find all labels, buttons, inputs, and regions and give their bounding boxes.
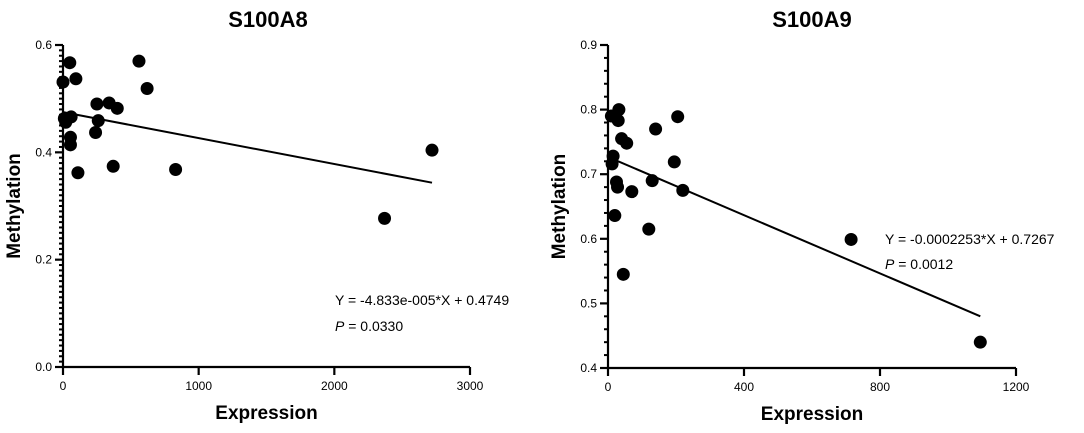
x-tick-label: 3000: [457, 379, 484, 393]
data-point: [132, 54, 146, 68]
data-point: [64, 110, 78, 124]
p-value: = 0.0012: [894, 256, 953, 272]
data-point: [169, 163, 183, 177]
data-point: [425, 143, 439, 157]
x-axis-label: Expression: [215, 403, 317, 424]
chart-s100a8: S100A8 0.0 0.2 0.4 0.6 0 1000 2000 3000 Expressio…: [4, 7, 509, 424]
data-point: [63, 56, 77, 70]
x-axis-label: Expression: [761, 404, 863, 425]
data-point: [63, 138, 77, 152]
x-tick-label: 0: [605, 380, 612, 394]
chart-title: S100A9: [772, 7, 852, 32]
chart-title: S100A8: [228, 7, 308, 32]
regression-line: [62, 111, 433, 184]
y-axis-label: Methylation: [4, 153, 25, 259]
x-tick-label: 1200: [1003, 380, 1030, 394]
data-point: [89, 125, 103, 139]
regression-equation: Y = -0.0002253*X + 0.7267: [885, 231, 1055, 247]
data-point: [71, 166, 85, 180]
y-tick-label: 0.8: [580, 103, 597, 117]
y-tick-label: 0.2: [35, 253, 52, 267]
p-value-text: P = 0.0012: [885, 256, 953, 272]
x-tick-label: 0: [60, 379, 67, 393]
p-value-text: P = 0.0330: [335, 318, 403, 334]
data-point: [645, 174, 659, 188]
data-point: [973, 335, 987, 349]
p-value: = 0.0330: [344, 318, 403, 334]
y-tick-label: 0.6: [35, 38, 52, 52]
x-tick-label: 400: [734, 380, 754, 394]
data-point: [676, 183, 690, 197]
y-axis-label: Methylation: [549, 154, 570, 260]
data-point: [616, 267, 630, 281]
data-point: [608, 209, 622, 223]
p-symbol: P: [885, 256, 895, 272]
data-point: [611, 114, 625, 128]
data-point: [606, 149, 620, 163]
chart-s100a9: S100A9 0.4 0.5 0.6 0.7 0.8 0.9 0 400 800 1200 Expre…: [549, 7, 1055, 425]
data-point: [642, 222, 656, 236]
x-tick-label: 1000: [185, 379, 212, 393]
y-tick-label: 0.0: [35, 360, 52, 374]
data-point: [56, 75, 70, 89]
regression-equation: Y = -4.833e-005*X + 0.4749: [335, 292, 509, 308]
data-point: [91, 114, 105, 128]
data-point: [611, 180, 625, 194]
data-point: [844, 232, 858, 246]
regression-line: [607, 156, 981, 318]
data-point: [378, 211, 392, 225]
y-tick-label: 0.4: [580, 361, 597, 375]
p-symbol: P: [335, 318, 345, 334]
y-tick-label: 0.4: [35, 145, 52, 159]
data-point: [69, 72, 83, 86]
data-point: [140, 81, 154, 95]
data-point: [612, 103, 626, 117]
y-tick-label: 0.7: [580, 167, 597, 181]
data-point: [671, 110, 685, 124]
x-tick-label: 2000: [321, 379, 348, 393]
data-point: [110, 101, 124, 115]
x-tick-label: 800: [870, 380, 890, 394]
data-point: [625, 185, 639, 199]
data-point: [649, 122, 663, 136]
y-tick-label: 0.9: [580, 38, 597, 52]
data-point: [667, 155, 681, 169]
data-point: [90, 97, 104, 111]
data-point: [620, 136, 634, 150]
data-point: [106, 159, 120, 173]
y-tick-label: 0.6: [580, 232, 597, 246]
y-tick-label: 0.5: [580, 296, 597, 310]
